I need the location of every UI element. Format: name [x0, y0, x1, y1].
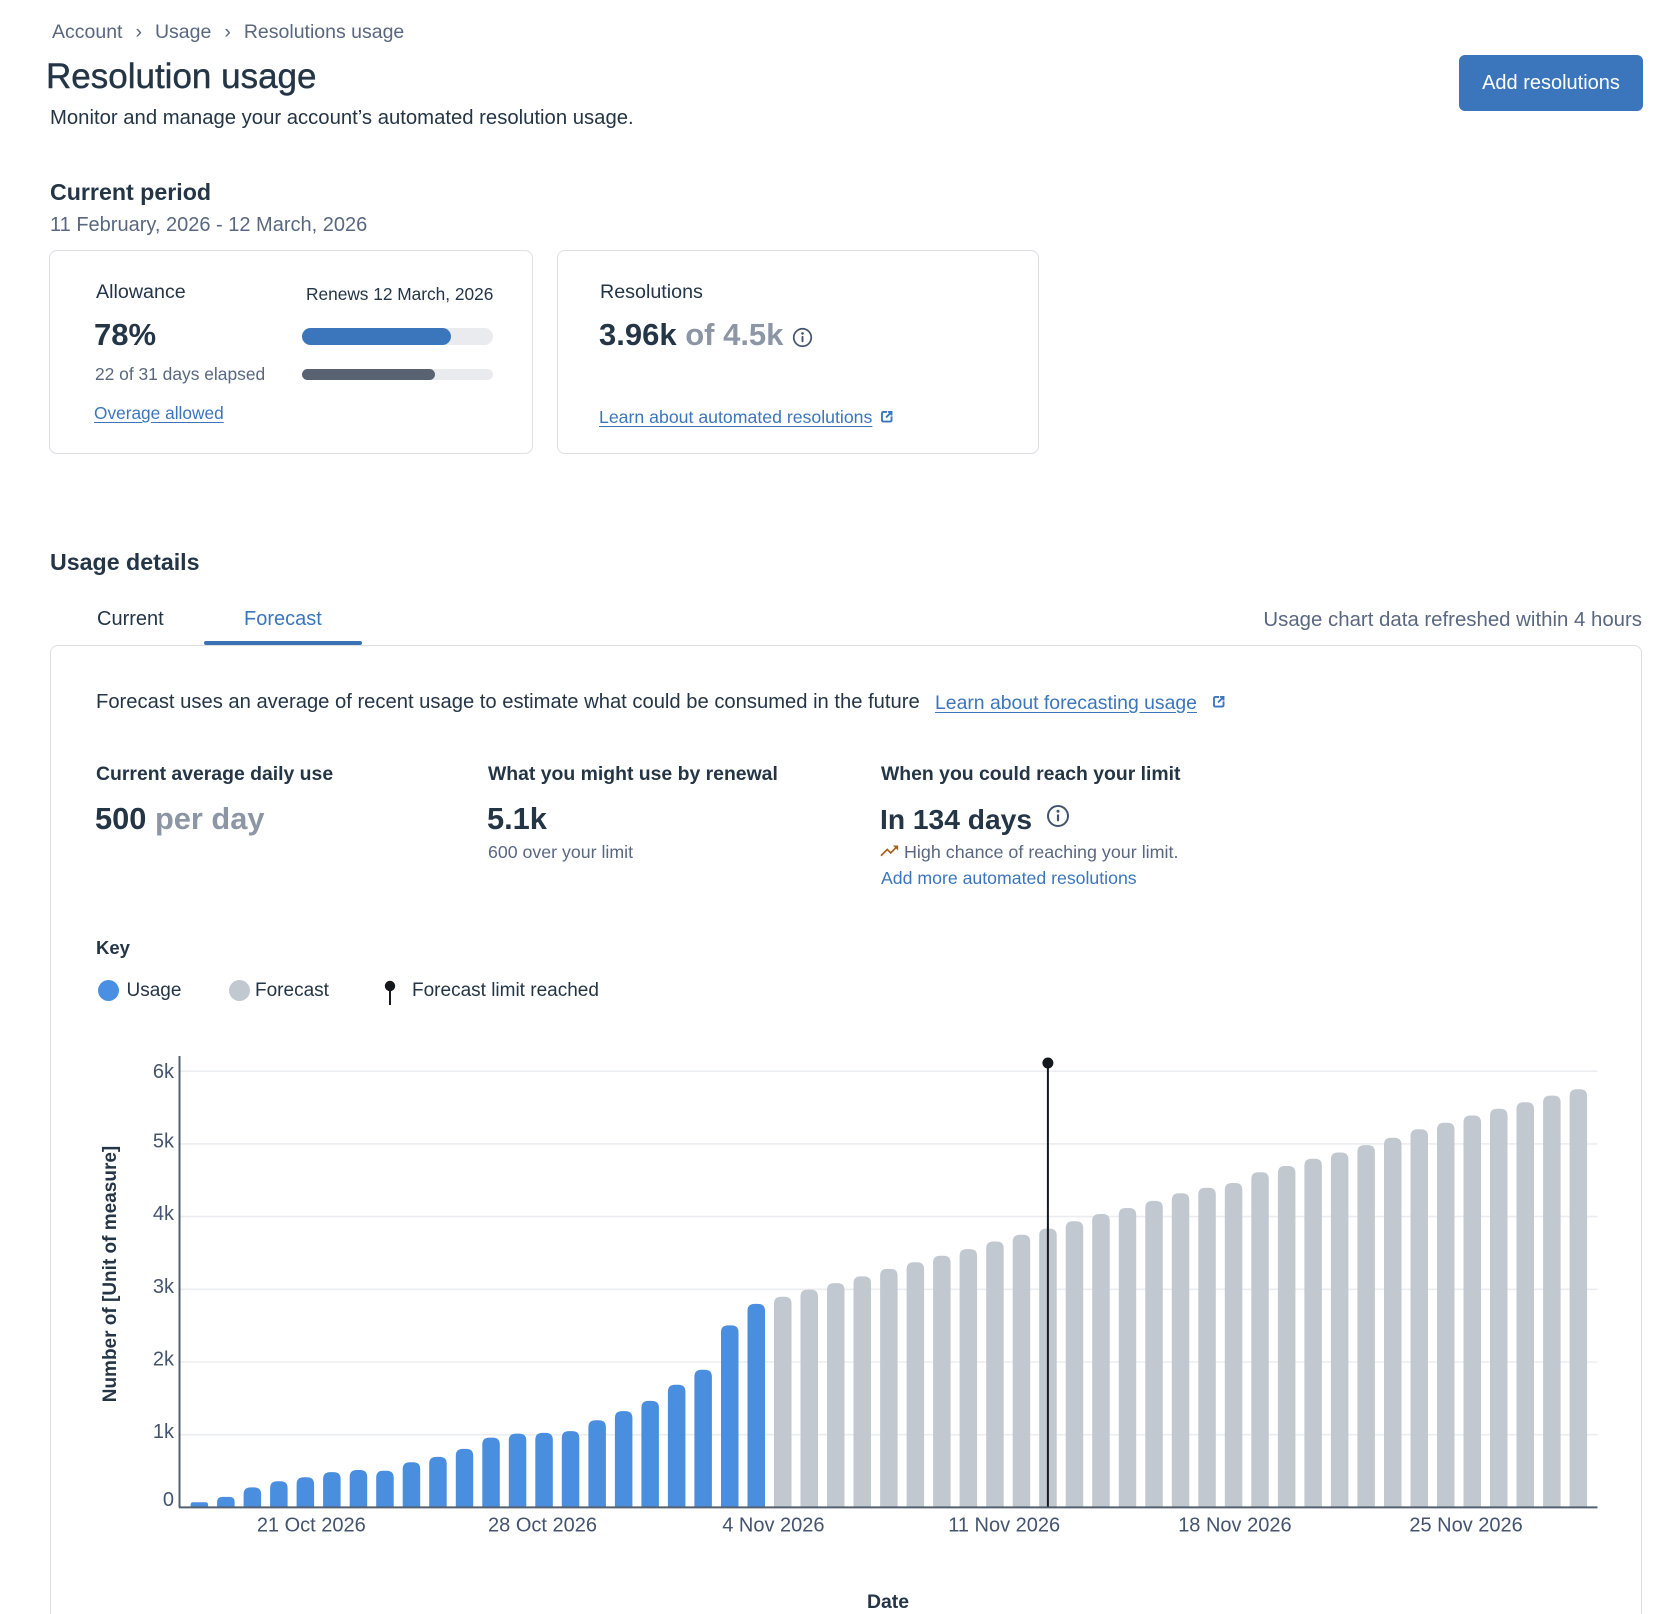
svg-text:Date: Date	[867, 1591, 909, 1613]
svg-text:5k: 5k	[153, 1130, 175, 1152]
svg-text:1k: 1k	[153, 1421, 175, 1443]
svg-text:11 Nov 2026: 11 Nov 2026	[948, 1515, 1060, 1537]
svg-text:25 Nov 2026: 25 Nov 2026	[1409, 1515, 1522, 1537]
svg-text:3k: 3k	[153, 1276, 175, 1298]
svg-text:28 Oct 2026: 28 Oct 2026	[488, 1515, 597, 1537]
svg-text:4 Nov 2026: 4 Nov 2026	[722, 1515, 824, 1537]
svg-text:4k: 4k	[153, 1203, 175, 1225]
svg-text:Number of [Unit of measure]: Number of [Unit of measure]	[100, 1146, 121, 1403]
svg-text:0: 0	[163, 1489, 174, 1511]
svg-text:2k: 2k	[153, 1349, 175, 1371]
svg-text:18 Nov 2026: 18 Nov 2026	[1178, 1515, 1291, 1537]
svg-text:21 Oct 2026: 21 Oct 2026	[257, 1515, 366, 1537]
svg-text:6k: 6k	[153, 1061, 175, 1083]
